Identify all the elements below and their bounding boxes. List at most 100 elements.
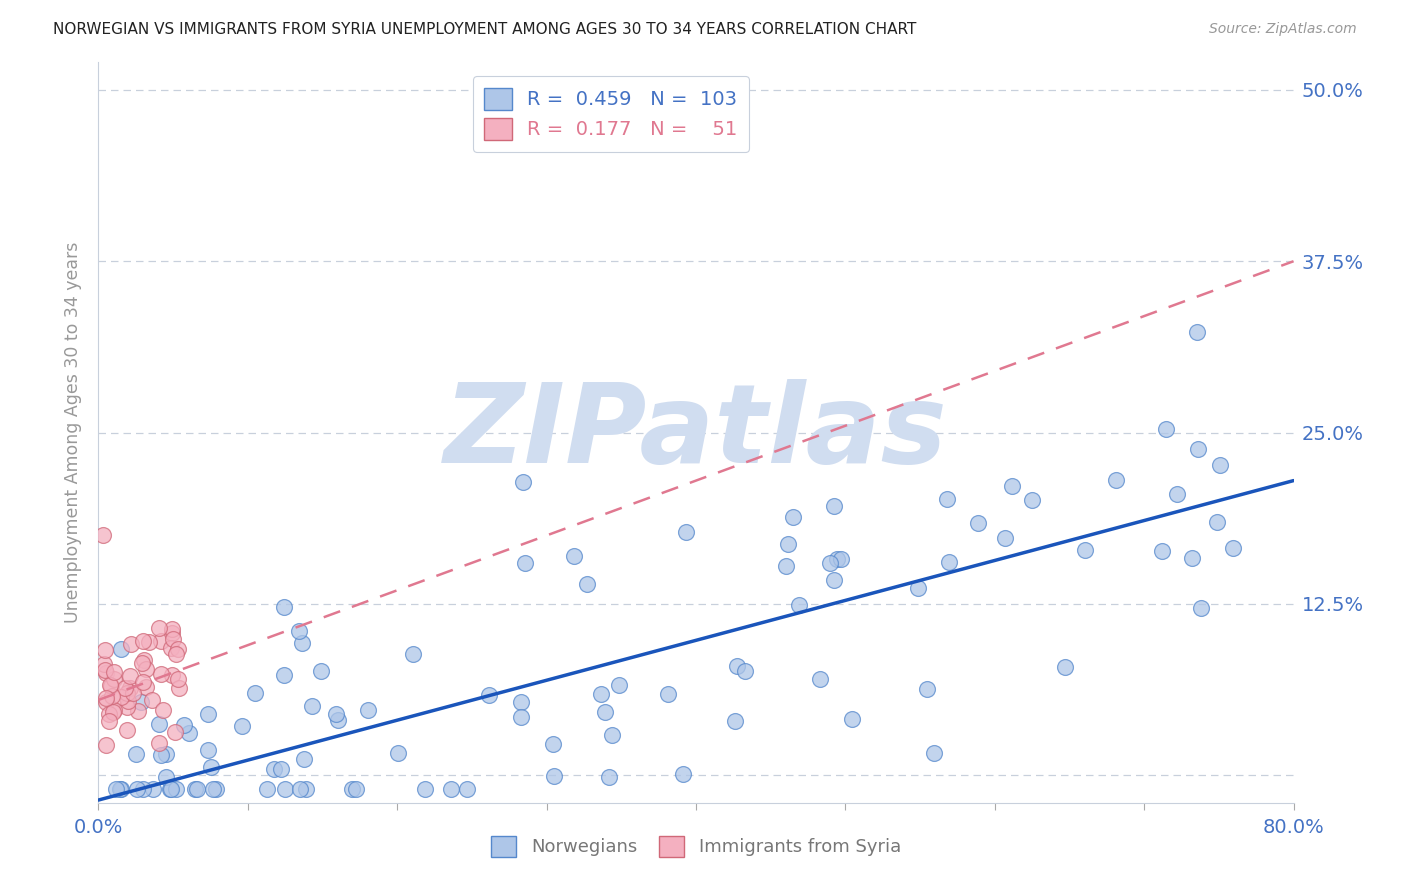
Text: Source: ZipAtlas.com: Source: ZipAtlas.com: [1209, 22, 1357, 37]
Point: [122, 686, 145, 700]
Point: [1150, 544, 1173, 558]
Point: [291, 636, 314, 650]
Point: [159, 782, 181, 797]
Point: [562, 549, 585, 564]
Point: [478, 688, 501, 702]
Point: [104, 782, 127, 797]
Point: [725, 659, 748, 673]
Point: [162, 667, 184, 681]
Point: [91, 528, 114, 542]
Point: [1074, 543, 1097, 558]
Point: [103, 703, 125, 717]
Point: [775, 558, 797, 573]
Point: [94, 665, 117, 680]
Point: [150, 634, 173, 648]
Point: [120, 637, 142, 651]
Point: [160, 622, 183, 636]
Point: [967, 516, 990, 530]
Point: [1154, 422, 1177, 436]
Point: [510, 710, 533, 724]
Point: [243, 686, 266, 700]
Point: [1206, 515, 1229, 529]
Point: [152, 703, 174, 717]
Point: [907, 581, 929, 595]
Point: [1166, 487, 1188, 501]
Point: [166, 642, 188, 657]
Point: [598, 771, 620, 785]
Point: [778, 537, 800, 551]
Point: [782, 510, 804, 524]
Point: [100, 679, 122, 693]
Point: [440, 782, 463, 797]
Point: [135, 662, 157, 676]
Point: [155, 770, 177, 784]
Point: [177, 726, 200, 740]
Point: [344, 782, 367, 797]
Point: [1187, 442, 1209, 456]
Point: [127, 782, 149, 797]
Point: [1181, 551, 1204, 566]
Point: [657, 687, 679, 701]
Point: [148, 716, 170, 731]
Point: [160, 625, 183, 640]
Point: [936, 492, 959, 507]
Point: [922, 747, 945, 761]
Point: [818, 556, 841, 570]
Point: [724, 714, 747, 728]
Point: [142, 782, 165, 797]
Point: [290, 782, 312, 797]
Point: [132, 674, 155, 689]
Point: [309, 664, 332, 678]
Point: [607, 678, 630, 692]
Point: [295, 782, 318, 797]
Point: [103, 672, 125, 686]
Point: [543, 769, 565, 783]
Point: [162, 632, 184, 647]
Point: [231, 718, 253, 732]
Point: [167, 672, 190, 686]
Point: [734, 664, 756, 678]
Point: [994, 531, 1017, 545]
Point: [1222, 541, 1244, 556]
Point: [150, 666, 173, 681]
Y-axis label: Unemployment Among Ages 30 to 34 years: Unemployment Among Ages 30 to 34 years: [65, 242, 83, 624]
Point: [841, 712, 863, 726]
Point: [1185, 325, 1208, 339]
Point: [808, 672, 831, 686]
Point: [1053, 660, 1076, 674]
Point: [543, 738, 565, 752]
Point: [110, 782, 132, 797]
Point: [204, 782, 226, 797]
Point: [301, 699, 323, 714]
Point: [155, 747, 177, 761]
Point: [94, 690, 117, 705]
Point: [357, 703, 380, 717]
Point: [132, 782, 155, 797]
Point: [938, 556, 960, 570]
Point: [509, 695, 531, 709]
Point: [159, 782, 181, 797]
Point: [825, 552, 848, 566]
Point: [94, 663, 117, 677]
Point: [402, 647, 425, 661]
Point: [118, 681, 141, 695]
Point: [103, 665, 125, 680]
Point: [675, 525, 697, 540]
Point: [1001, 479, 1024, 493]
Point: [186, 782, 208, 797]
Point: [165, 782, 187, 797]
Point: [197, 743, 219, 757]
Point: [117, 723, 139, 737]
Point: [110, 782, 132, 797]
Point: [270, 762, 292, 776]
Point: [141, 693, 163, 707]
Point: [1209, 458, 1232, 472]
Point: [114, 681, 136, 695]
Point: [672, 767, 695, 781]
Point: [591, 687, 613, 701]
Point: [101, 689, 124, 703]
Point: [273, 599, 295, 614]
Point: [787, 599, 810, 613]
Point: [132, 633, 155, 648]
Point: [118, 668, 141, 682]
